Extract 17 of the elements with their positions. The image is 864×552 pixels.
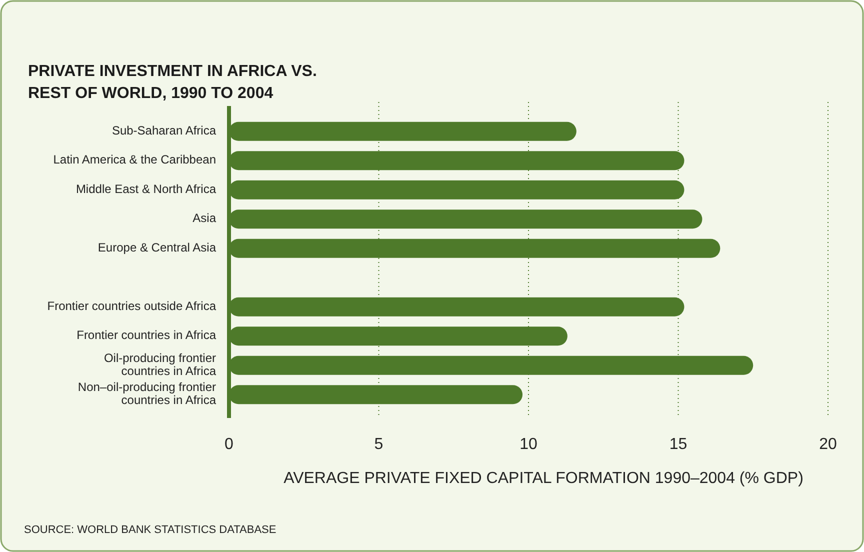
y-tick-label: Frontier countries in Africa [76,328,216,342]
y-tick-label: Middle East & North Africa [76,182,216,196]
x-tick-label: 5 [374,436,384,453]
y-tick-label: Non–oil-producing frontier countries in Africa [78,380,216,408]
y-tick-label: Oil-producing frontier countries in Africa [104,351,216,378]
x-axis-title: AVERAGE PRIVATE FIXED CAPITAL FORMATION 1990–2004 (% GDP) [284,470,804,487]
x-tick-label: 10 [520,436,538,453]
y-tick-label: Frontier countries outside Africa [47,299,216,314]
x-tick-label: 20 [819,436,837,453]
y-tick-label: Latin America & the Caribbean [53,152,216,167]
x-tick-label: 15 [669,436,688,453]
chart-title: PRIVATE INVESTMENT IN AFRICA VS. REST OF WORLD, 1990 TO 2004 [28,63,317,102]
y-tick-label: Europe & Central Asia [98,240,216,255]
y-tick-label: Sub-Saharan Africa [112,124,216,138]
x-tick-label: 0 [224,436,234,453]
source-note: SOURCE: WORLD BANK STATISTICS DATABASE [24,524,276,536]
y-tick-label: Asia [192,211,216,226]
